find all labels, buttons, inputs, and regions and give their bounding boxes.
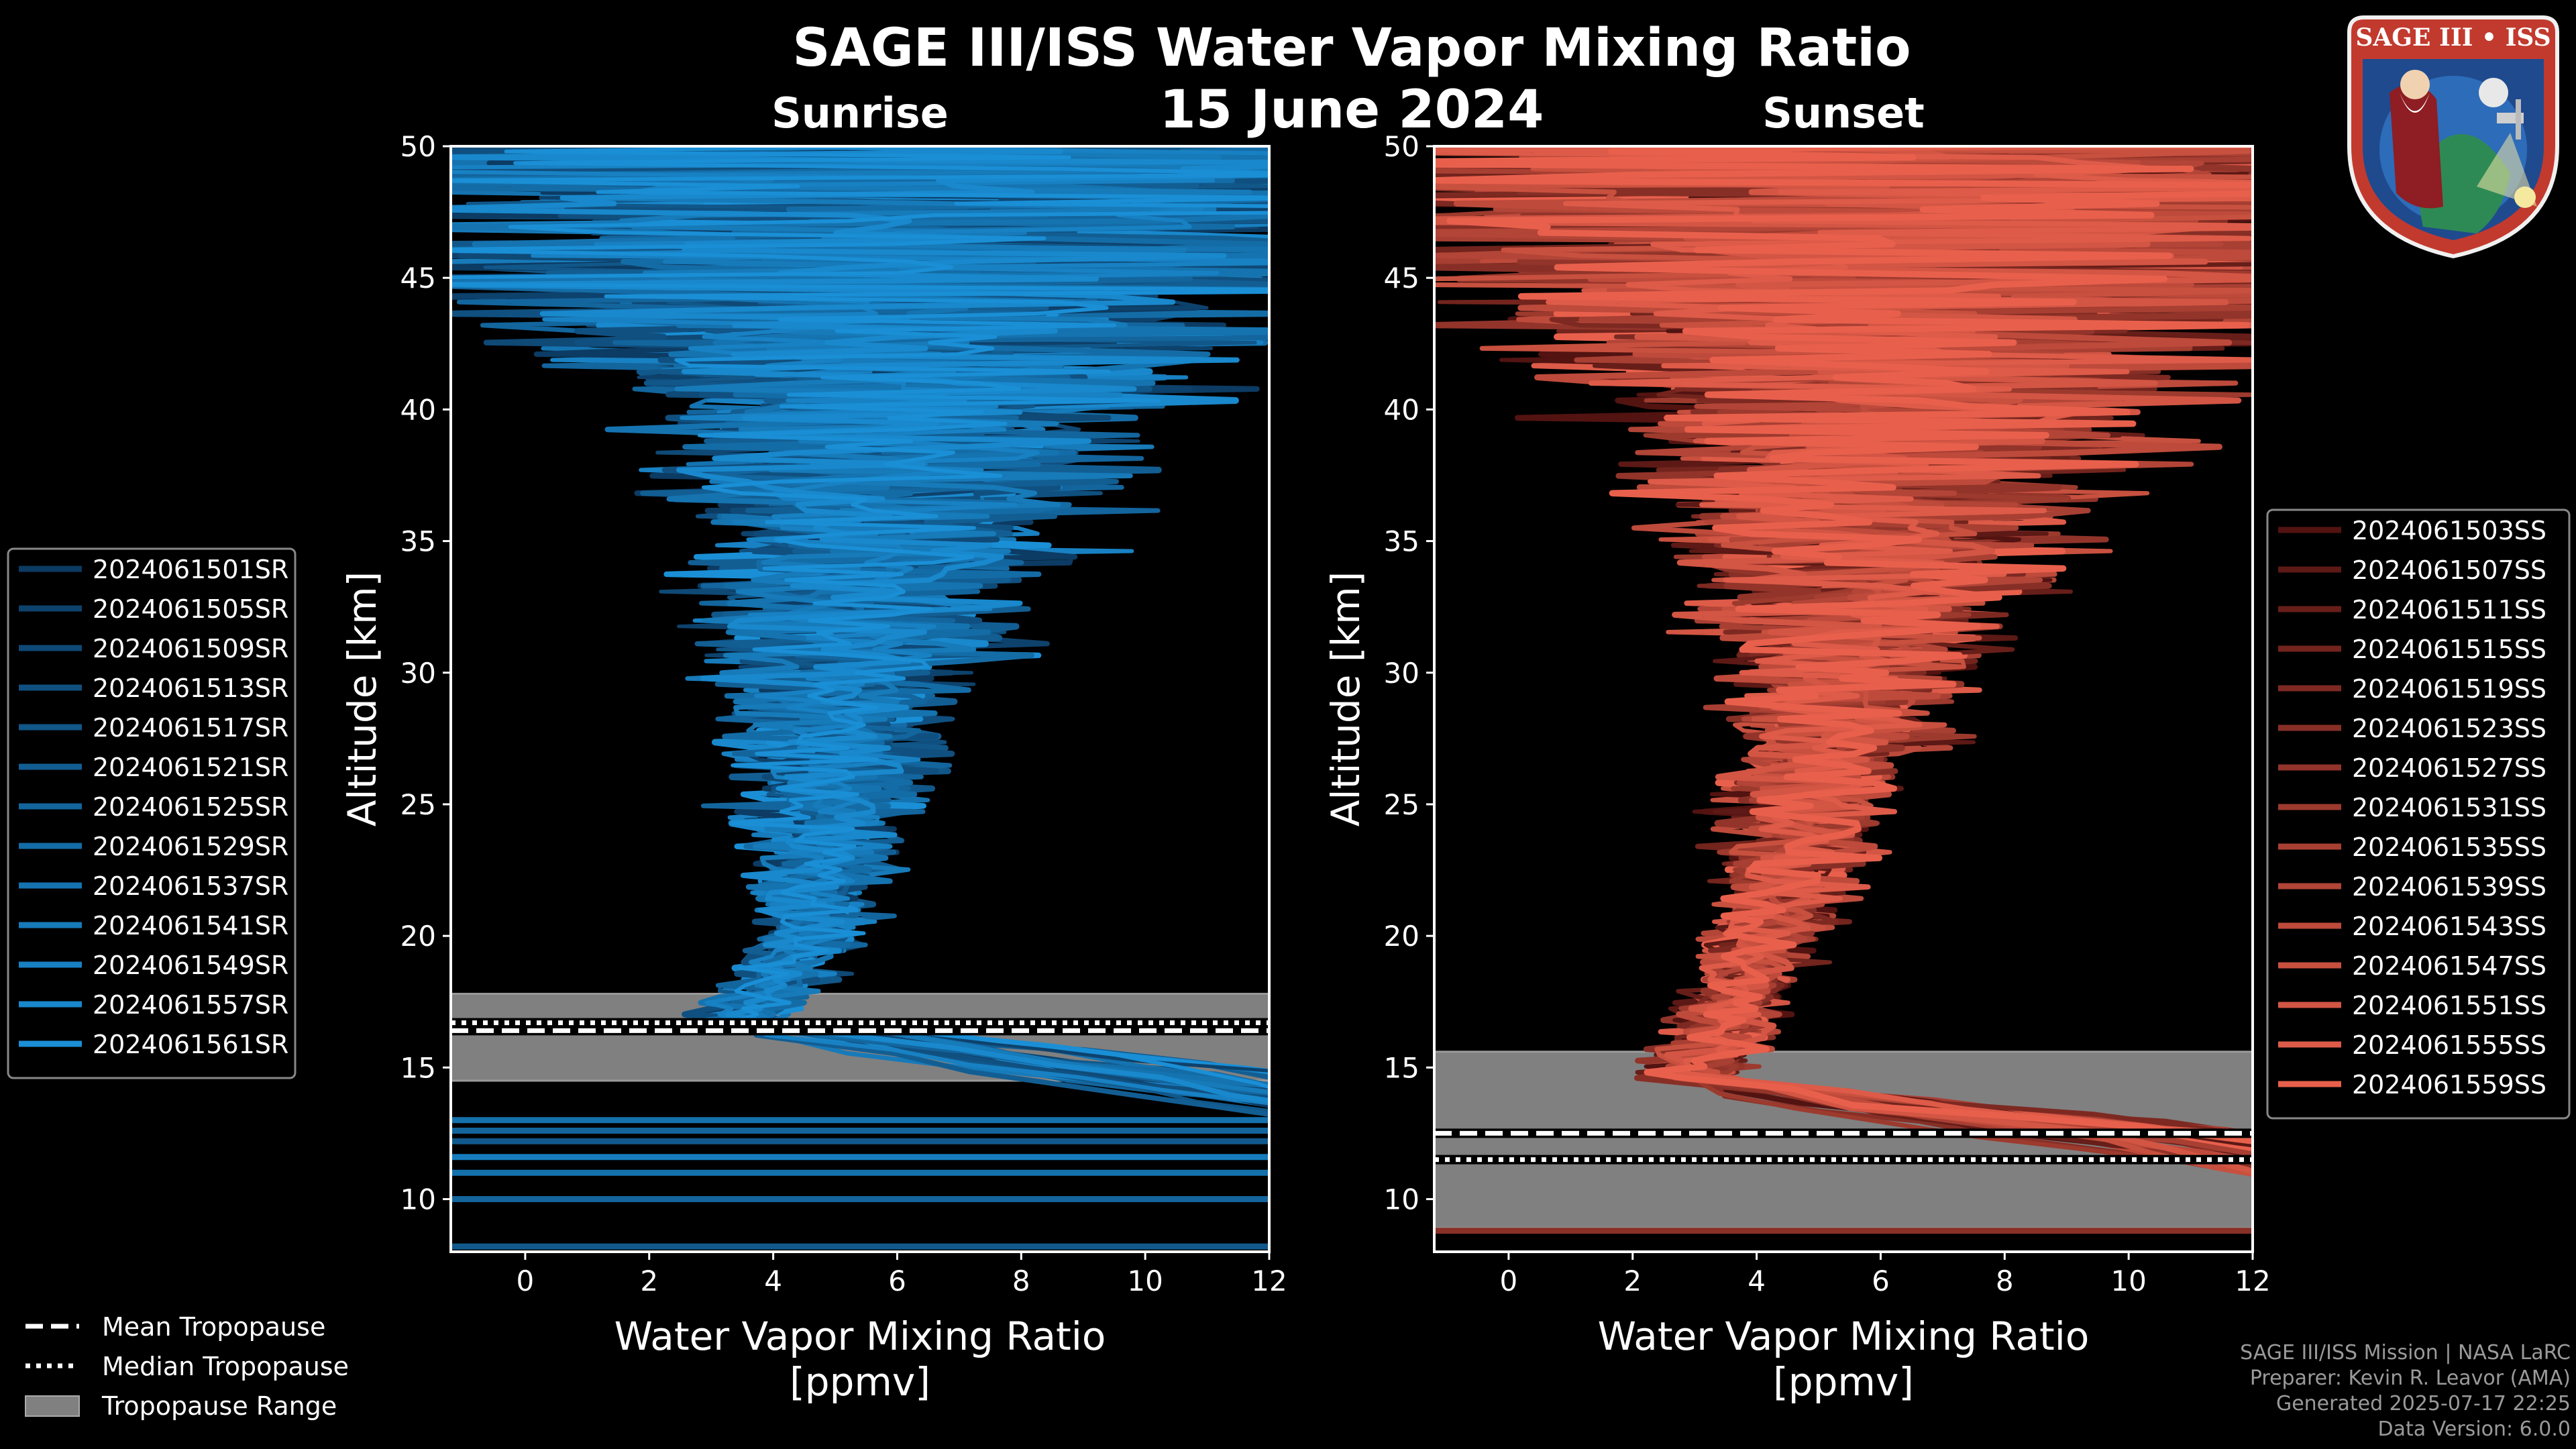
sunrise-legend-label: 2024061525SR	[93, 792, 288, 822]
sunrise-legend-label: 2024061517SR	[93, 713, 288, 743]
sunset-legend-label: 2024061559SS	[2352, 1070, 2546, 1099]
sunset-legend-label: 2024061523SS	[2352, 714, 2546, 743]
sage-iii-iss-logo: SAGE III • ISS	[2347, 15, 2559, 259]
sunrise-legend-label: 2024061501SR	[93, 555, 288, 584]
footer-preparer: Preparer: Kevin R. Leavor (AMA)	[2249, 1366, 2571, 1390]
sunrise-ytick-label: 15	[400, 1051, 436, 1084]
sunset-xtick-label: 0	[1500, 1265, 1518, 1297]
sunrise-profile-line	[451, 146, 1269, 1104]
sunrise-legend-label: 2024061521SR	[93, 753, 288, 782]
sunset-xtick-label: 4	[1748, 1265, 1766, 1297]
sunset-legend-label: 2024061547SS	[2352, 951, 2546, 981]
sunrise-legend-label: 2024061509SR	[93, 634, 288, 663]
sunrise-legend-label: 2024061549SR	[93, 951, 288, 980]
sunset-xtick-label: 6	[1872, 1265, 1890, 1297]
sunset-legend-label: 2024061515SS	[2352, 635, 2546, 664]
sunset-subtitle: Sunset	[1762, 89, 1925, 138]
sunset-xlabel: Water Vapor Mixing Ratio	[1598, 1313, 2090, 1359]
sunset-legend-box	[2266, 508, 2571, 1120]
sunrise-xlabel: [ppmv]	[790, 1359, 930, 1405]
footer-generated: Generated 2025-07-17 22:25	[2275, 1392, 2571, 1415]
sunset-ytick-label: 35	[1384, 525, 1419, 558]
sunrise-legend-label: 2024061513SR	[93, 674, 288, 703]
mean-tropopause-label: Mean Tropopause	[102, 1312, 325, 1342]
median-tropopause-label: Median Tropopause	[102, 1352, 349, 1381]
tropopause-legend: Mean Tropopause Median Tropopause Tropop…	[25, 1312, 349, 1421]
tropopause-range-swatch	[25, 1395, 80, 1417]
sunrise-subtitle: Sunrise	[771, 89, 949, 138]
sunset-ytick-label: 45	[1384, 262, 1419, 294]
sunrise-xtick-label: 8	[1012, 1265, 1030, 1297]
sunrise-ytick-label: 25	[400, 788, 436, 821]
sunset-ytick-label: 25	[1384, 788, 1419, 821]
sunset-xlabel: [ppmv]	[1773, 1359, 1914, 1405]
sunset-xtick-label: 10	[2110, 1265, 2146, 1297]
sunset-xtick-label: 12	[2235, 1265, 2270, 1297]
sunrise-xtick-label: 4	[764, 1265, 782, 1297]
sunrise-profile-line	[451, 146, 1269, 1089]
sunset-panel: Sunset 0 2 4 6 8 10 12 10 15 20 25 30 35 40 45 50 Water V…	[1323, 89, 2271, 1405]
sunrise-ytick-label: 30	[400, 657, 436, 690]
sunrise-panel: Sunrise 0 2 4 6 8 10 12 10 15 20 25 30 35 40 45 50 Water …	[339, 89, 1287, 1405]
footer-credits: SAGE III/ISS Mission | NASA LaRC Prepare…	[2240, 1340, 2571, 1442]
sunrise-xtick-label: 10	[1127, 1265, 1163, 1297]
sunrise-ytick-label: 50	[400, 130, 436, 163]
sunrise-ytick-label: 45	[400, 262, 436, 294]
footer-version: Data Version: 6.0.0	[2377, 1417, 2571, 1441]
sunrise-axes-frame	[449, 145, 1271, 1253]
footer-mission: SAGE III/ISS Mission | NASA LaRC	[2240, 1341, 2571, 1364]
sunset-legend-label: 2024061535SS	[2352, 833, 2546, 862]
sunset-legend-label: 2024061551SS	[2352, 991, 2546, 1020]
sunrise-legend-label: 2024061537SR	[93, 871, 288, 901]
sunset-legend: 2024061503SS 2024061507SS 2024061511SS 2024…	[2266, 508, 2571, 1120]
sunset-legend-label: 2024061543SS	[2352, 912, 2546, 941]
sunset-ytick-label: 50	[1384, 130, 1419, 163]
sunrise-ytick-label: 20	[400, 920, 436, 953]
sunset-xtick-label: 2	[1623, 1265, 1642, 1297]
sunrise-profile-lines	[451, 146, 1269, 1117]
sunset-profile-lines	[1434, 146, 2253, 1177]
sunset-legend-label: 2024061539SS	[2352, 872, 2546, 902]
sunrise-legend-label: 2024061561SR	[93, 1030, 288, 1059]
sunrise-xtick-label: 6	[888, 1265, 906, 1297]
sunset-ylabel: Altitude [km]	[1323, 572, 1368, 826]
sunrise-ytick-label: 35	[400, 525, 436, 558]
sunset-legend-label: 2024061507SS	[2352, 555, 2546, 585]
sunrise-legend-label: 2024061505SR	[93, 594, 288, 624]
sunset-legend-label: 2024061531SS	[2352, 793, 2546, 822]
sunset-ytick-label: 10	[1384, 1183, 1419, 1216]
sunrise-xtick-label: 2	[640, 1265, 658, 1297]
sunrise-legend-label: 2024061557SR	[93, 990, 288, 1020]
sunset-legend-label: 2024061527SS	[2352, 753, 2546, 783]
sunset-legend-label: 2024061555SS	[2352, 1030, 2546, 1060]
sunrise-legend: 2024061501SR 2024061505SR 2024061509SR 2024…	[7, 547, 297, 1079]
sunrise-ytick-label: 40	[400, 393, 436, 426]
sunset-xtick-label: 8	[1996, 1265, 2014, 1297]
sunset-legend-label: 2024061519SS	[2352, 674, 2546, 704]
figure-title: SAGE III/ISS Water Vapor Mixing Ratio	[792, 18, 1911, 78]
sunset-ytick-label: 20	[1384, 920, 1419, 953]
sunset-legend-label: 2024061503SS	[2352, 516, 2546, 545]
sunrise-xlabel: Water Vapor Mixing Ratio	[614, 1313, 1106, 1359]
sunrise-xtick-label: 0	[517, 1265, 535, 1297]
sunset-ytick-label: 15	[1384, 1051, 1419, 1084]
sunrise-legend-box	[7, 547, 297, 1079]
sunrise-legend-label: 2024061529SR	[93, 832, 288, 861]
sunset-profile-line	[1434, 146, 2253, 1144]
logo-title: SAGE III • ISS	[2355, 23, 2551, 52]
sunset-legend-label: 2024061511SS	[2352, 595, 2546, 625]
sunrise-legend-label: 2024061541SR	[93, 911, 288, 941]
sunrise-ytick-label: 10	[400, 1183, 436, 1216]
figure-date: 15 June 2024	[1160, 80, 1544, 140]
sunset-ytick-label: 30	[1384, 657, 1419, 690]
sunset-axes-frame	[1433, 145, 2254, 1253]
sunrise-ylabel: Altitude [km]	[339, 572, 385, 826]
sunset-ytick-label: 40	[1384, 393, 1419, 426]
sunrise-xtick-label: 12	[1251, 1265, 1287, 1297]
tropopause-range-label: Tropopause Range	[101, 1391, 337, 1421]
